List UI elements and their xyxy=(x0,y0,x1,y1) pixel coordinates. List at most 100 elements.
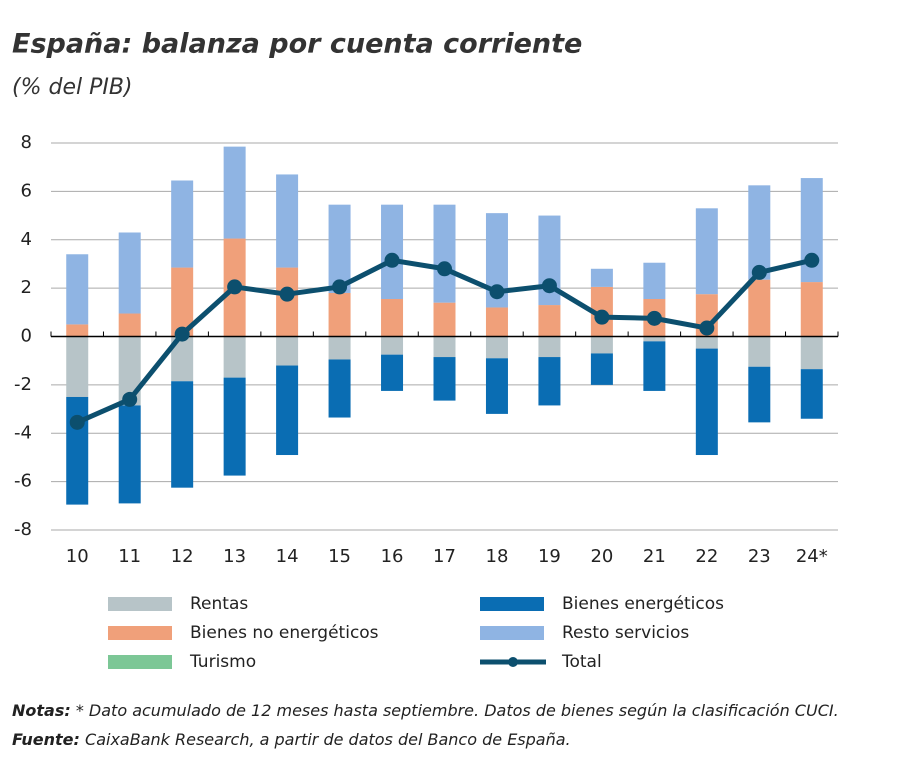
notes: Notas: * Dato acumulado de 12 meses hast… xyxy=(12,701,839,720)
legend-swatch xyxy=(108,626,172,640)
bar-segment xyxy=(171,336,194,382)
bar-segment xyxy=(66,254,89,325)
bar-segment xyxy=(223,336,246,378)
bar-segment xyxy=(590,336,613,354)
bar-segment xyxy=(118,232,141,314)
bar-segment xyxy=(643,336,666,342)
bar-segment xyxy=(748,185,771,280)
chart-subtitle: (% del PIB) xyxy=(12,75,133,100)
legend-swatch xyxy=(508,657,518,667)
total-point xyxy=(541,278,557,294)
bar-segment xyxy=(433,357,456,401)
bar-segment xyxy=(485,358,508,414)
total-point xyxy=(227,279,243,295)
bar-segment xyxy=(695,348,718,456)
notes-text: * Dato acumulado de 12 meses hasta septi… xyxy=(76,701,839,720)
legend-swatch xyxy=(108,655,172,669)
y-tick-label: -6 xyxy=(14,471,32,492)
y-tick-label: 6 xyxy=(21,180,32,201)
legend-swatch xyxy=(480,626,544,640)
y-tick-label: 2 xyxy=(21,277,32,298)
bar-segment xyxy=(695,208,718,295)
legend-label: Bienes no energéticos xyxy=(190,623,379,643)
bar-segment xyxy=(800,282,823,337)
total-point xyxy=(646,310,662,326)
bar-segment xyxy=(748,279,771,337)
legend-label: Turismo xyxy=(189,652,256,672)
bar-segment xyxy=(118,336,141,406)
bar-segment xyxy=(800,369,823,419)
source-label: Fuente: xyxy=(12,730,80,749)
total-point xyxy=(384,252,400,268)
bar-segment xyxy=(381,336,404,355)
bar-segment xyxy=(433,204,456,303)
bar-segment xyxy=(171,267,194,337)
total-point xyxy=(174,326,190,342)
bar-segment xyxy=(590,353,613,385)
bar-segment xyxy=(276,365,299,456)
x-tick-label: 22 xyxy=(695,546,718,567)
bar-segment xyxy=(223,146,246,239)
bar-segment xyxy=(171,381,194,488)
bar-segment xyxy=(381,354,404,391)
x-tick-label: 10 xyxy=(66,546,89,567)
total-point xyxy=(279,286,295,302)
bar-segment xyxy=(276,174,299,268)
x-tick-label: 20 xyxy=(590,546,613,567)
bar-segment xyxy=(433,302,456,337)
bar-segment xyxy=(66,396,89,505)
bar-segment xyxy=(66,324,89,337)
total-point xyxy=(122,391,138,407)
bar-segment xyxy=(748,336,771,367)
bar-segment xyxy=(276,336,299,366)
bar-segment xyxy=(171,180,194,268)
source: Fuente: CaixaBank Research, a partir de … xyxy=(12,730,571,749)
total-point xyxy=(489,284,505,300)
x-tick-label: 19 xyxy=(538,546,561,567)
bar-segment xyxy=(538,357,561,406)
total-point xyxy=(594,309,610,325)
bar-segment xyxy=(800,336,823,370)
legend-label: Total xyxy=(561,652,602,672)
total-point xyxy=(804,252,820,268)
y-tick-label: 8 xyxy=(21,132,32,153)
legend-swatch xyxy=(480,597,544,611)
bar-segment xyxy=(118,405,141,504)
x-tick-label: 14 xyxy=(276,546,299,567)
total-point xyxy=(437,261,452,277)
bar-segment xyxy=(485,213,508,308)
bar-segment xyxy=(328,359,351,418)
notes-label: Notas: xyxy=(12,701,71,720)
legend-label: Resto servicios xyxy=(562,623,689,643)
bar-segment xyxy=(538,336,561,358)
bar-segment xyxy=(276,267,299,337)
bar-segment xyxy=(328,204,351,293)
x-tick-label: 11 xyxy=(118,546,141,567)
x-tick-label: 16 xyxy=(381,546,404,567)
y-tick-label: -8 xyxy=(14,519,32,540)
total-point xyxy=(69,414,85,430)
bar-segment xyxy=(643,341,666,391)
y-tick-label: -4 xyxy=(14,422,32,443)
y-tick-label: -2 xyxy=(14,374,32,395)
x-tick-label: 24* xyxy=(796,546,828,567)
y-tick-label: 0 xyxy=(21,326,32,347)
bar-segment xyxy=(748,366,771,423)
chart-title: España: balanza por cuenta corriente xyxy=(12,29,582,60)
bar-segment xyxy=(66,336,89,397)
total-point xyxy=(332,279,348,295)
bar-segment xyxy=(485,336,508,359)
x-tick-label: 21 xyxy=(643,546,666,567)
x-tick-label: 12 xyxy=(171,546,194,567)
x-tick-label: 13 xyxy=(223,546,246,567)
bar-segment xyxy=(381,299,404,337)
x-tick-label: 15 xyxy=(328,546,351,567)
legend-label: Bienes energéticos xyxy=(562,594,724,614)
bar-segment xyxy=(118,313,141,337)
bar-segment xyxy=(328,336,351,360)
legend-label: Rentas xyxy=(190,594,248,614)
legend-swatch xyxy=(108,597,172,611)
x-tick-label: 18 xyxy=(486,546,509,567)
